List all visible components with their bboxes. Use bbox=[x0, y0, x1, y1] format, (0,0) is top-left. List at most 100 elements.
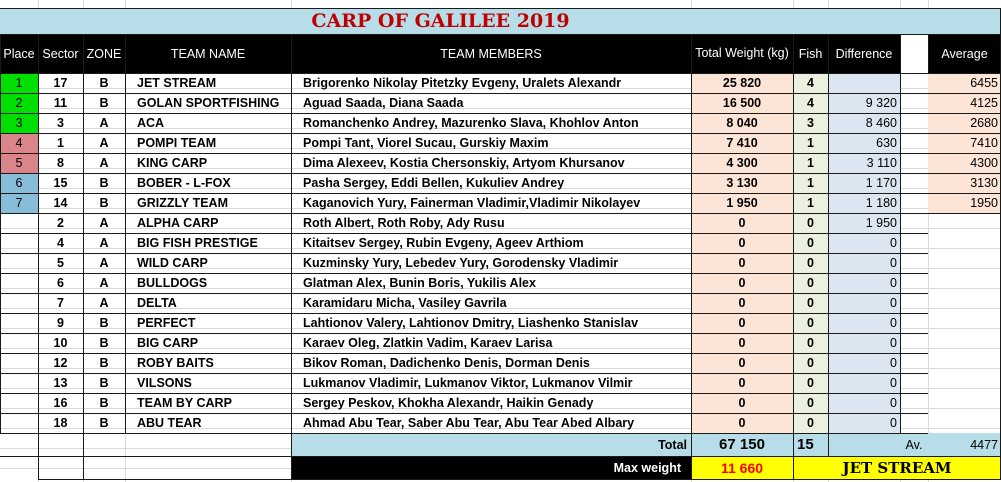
cell-border bbox=[0, 313, 928, 314]
place-cell bbox=[0, 273, 38, 293]
spacer-cell bbox=[900, 353, 928, 373]
team-members-cell: Lukmanov Vladimir, Lukmanov Viktor, Lukm… bbox=[303, 376, 633, 390]
team-name-cell: GOLAN SPORTFISHING bbox=[137, 96, 280, 110]
fish-cell: 0 bbox=[793, 293, 828, 313]
team-name-cell: POMPI TEAM bbox=[137, 136, 217, 150]
place-cell: 5 bbox=[0, 153, 38, 173]
place-cell bbox=[0, 333, 38, 353]
difference-cell: 0 bbox=[828, 233, 900, 253]
sector-cell: 9 bbox=[57, 316, 64, 330]
average-cell bbox=[928, 333, 1001, 353]
place-cell: 2 bbox=[0, 93, 38, 113]
total-average: 4477 bbox=[928, 433, 1001, 456]
total-weight-cell: 0 bbox=[691, 353, 793, 373]
spacer-cell bbox=[900, 213, 928, 233]
cell-border bbox=[0, 413, 928, 414]
total-weight-cell: 0 bbox=[691, 393, 793, 413]
gridline bbox=[0, 228, 1001, 229]
gridline bbox=[0, 168, 1001, 169]
cell-border bbox=[0, 133, 928, 134]
total-fish: 15 bbox=[793, 433, 828, 456]
zone-cell: B bbox=[99, 356, 109, 370]
spacer-cell bbox=[900, 153, 928, 173]
sector-cell: 15 bbox=[53, 176, 68, 190]
total-weight-cell: 0 bbox=[691, 333, 793, 353]
team-members-cell: Karamidaru Micha, Vasiley Gavrila bbox=[303, 296, 507, 310]
sector-cell: 5 bbox=[57, 256, 64, 270]
total-weight-cell: 0 bbox=[691, 273, 793, 293]
gridline bbox=[0, 428, 1001, 429]
fish-cell: 0 bbox=[793, 253, 828, 273]
team-members-cell: Lahtionov Valery, Lahtionov Dmitry, Lias… bbox=[303, 316, 639, 330]
header-zone: ZONE bbox=[83, 34, 125, 73]
spacer-cell bbox=[900, 173, 928, 193]
total-weight-cell: 0 bbox=[691, 233, 793, 253]
fish-cell: 1 bbox=[793, 153, 828, 173]
spacer-cell bbox=[900, 133, 928, 153]
gridline bbox=[928, 0, 929, 482]
sector-cell: 4 bbox=[57, 236, 64, 250]
team-name-cell: DELTA bbox=[137, 296, 177, 310]
zone-cell: B bbox=[99, 316, 109, 330]
average-cell bbox=[928, 393, 1001, 413]
fish-cell: 4 bbox=[793, 93, 828, 113]
place-cell: 4 bbox=[0, 133, 38, 153]
cell-border bbox=[928, 34, 929, 73]
team-members-cell: Dima Alexeev, Kostia Chersonskiy, Artyom… bbox=[303, 156, 625, 170]
zone-cell: B bbox=[99, 196, 109, 210]
average-cell bbox=[928, 213, 1001, 233]
average-cell bbox=[928, 373, 1001, 393]
difference-cell: 0 bbox=[828, 333, 900, 353]
difference-cell: 0 bbox=[828, 293, 900, 313]
team-members-cell: Brigorenko Nikolay Pitetzky Evgeny, Ural… bbox=[303, 76, 622, 90]
average-cell bbox=[928, 353, 1001, 373]
fish-cell: 0 bbox=[793, 413, 828, 433]
spacer-cell bbox=[900, 193, 928, 213]
sector-cell: 10 bbox=[53, 336, 68, 350]
total-weight-cell: 8 040 bbox=[691, 113, 793, 133]
cell-border bbox=[0, 213, 928, 214]
cell-border bbox=[928, 173, 1001, 174]
total-weight-cell: 25 820 bbox=[691, 73, 793, 93]
team-name-cell: JET STREAM bbox=[137, 76, 217, 90]
fish-cell: 0 bbox=[793, 233, 828, 253]
gridline bbox=[0, 268, 1001, 269]
difference-cell: 3 110 bbox=[828, 153, 900, 173]
difference-cell: 0 bbox=[828, 413, 900, 433]
zone-cell: A bbox=[99, 116, 109, 130]
header-total-weight: Total Weight (kg) bbox=[691, 34, 793, 73]
total-weight-cell: 0 bbox=[691, 253, 793, 273]
team-members-cell: Ahmad Abu Tear, Saber Abu Tear, Abu Tear… bbox=[303, 416, 635, 430]
team-members-cell: Sergey Peskov, Khokha Alexandr, Haikin G… bbox=[303, 396, 594, 410]
fish-cell: 0 bbox=[793, 373, 828, 393]
spacer-cell bbox=[900, 73, 928, 93]
total-weight-cell: 1 950 bbox=[691, 193, 793, 213]
team-members-cell: Aguad Saada, Diana Saada bbox=[303, 96, 464, 110]
fish-cell: 1 bbox=[793, 193, 828, 213]
gridline bbox=[0, 108, 1001, 109]
cell-border bbox=[0, 293, 928, 294]
spacer-cell bbox=[900, 313, 928, 333]
total-weight-cell: 0 bbox=[691, 373, 793, 393]
gridline bbox=[0, 388, 1001, 389]
cell-border bbox=[928, 113, 1001, 114]
sector-cell: 11 bbox=[53, 96, 68, 110]
place-cell: 7 bbox=[0, 193, 38, 213]
average-cell: 4300 bbox=[928, 153, 1001, 173]
max-weight-value: 11 660 bbox=[691, 456, 793, 480]
zone-cell: A bbox=[99, 276, 109, 290]
cell-border bbox=[0, 353, 928, 354]
team-name-cell: KING CARP bbox=[137, 156, 208, 170]
difference-cell bbox=[828, 73, 900, 93]
team-name-cell: BOBER - L-FOX bbox=[137, 176, 231, 190]
total-label: Total bbox=[291, 433, 691, 456]
spacer-cell bbox=[900, 93, 928, 113]
team-name-cell: BIG CARP bbox=[137, 336, 199, 350]
cell-border bbox=[0, 73, 1001, 74]
average-cell bbox=[928, 313, 1001, 333]
cell-border bbox=[0, 173, 928, 174]
cell-border bbox=[0, 93, 928, 94]
spacer-cell bbox=[900, 413, 928, 433]
cell-border bbox=[0, 373, 928, 374]
